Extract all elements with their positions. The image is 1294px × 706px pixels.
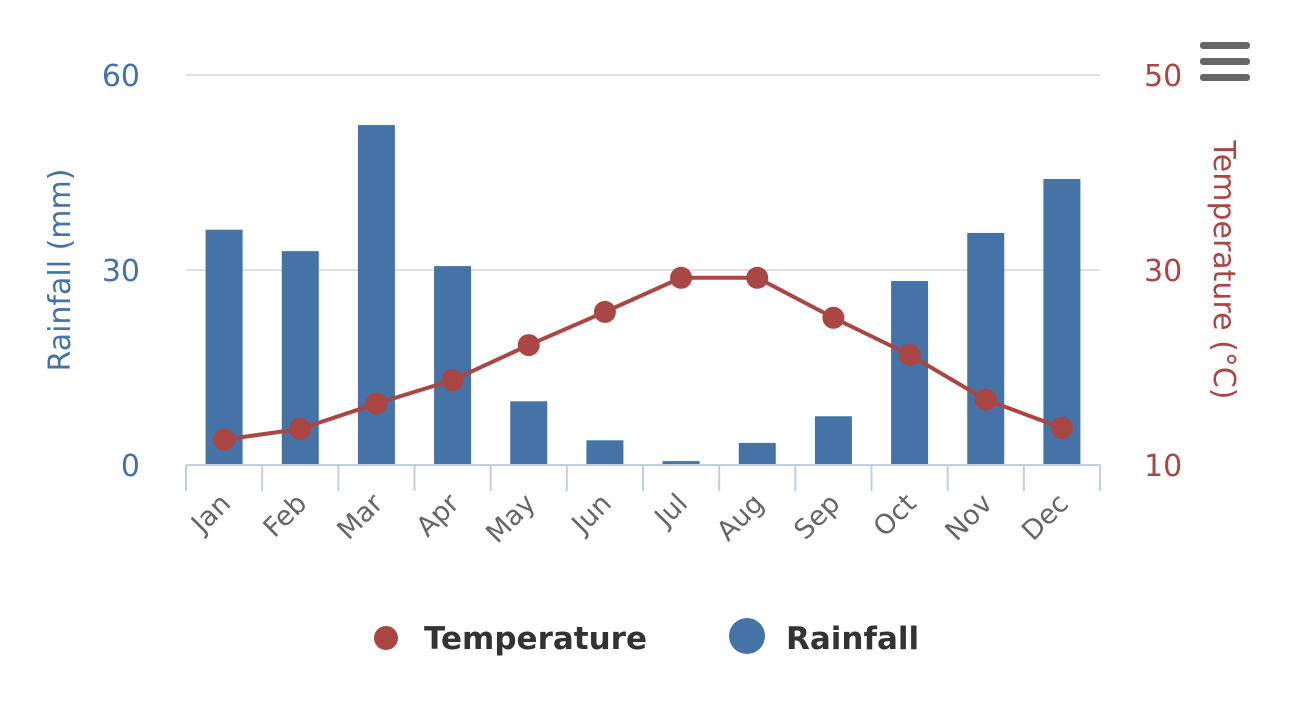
x-tick-label: Nov xyxy=(940,488,999,547)
legend-item-temperature[interactable]: Temperature xyxy=(374,621,647,657)
hamburger-menu-icon[interactable] xyxy=(1200,42,1250,81)
grid-lines xyxy=(186,74,1100,271)
x-tick-label: Apr xyxy=(411,487,467,543)
temperature-point xyxy=(822,306,845,329)
temperature-point xyxy=(365,392,388,415)
x-tick-label: Jul xyxy=(648,488,694,534)
legend-item-rainfall[interactable]: Rainfall xyxy=(729,618,919,657)
temperature-point xyxy=(289,417,312,440)
temperature-point xyxy=(593,300,616,323)
y-axis-right: 10 30 50 xyxy=(1144,59,1182,484)
rainfall-bar xyxy=(967,232,1005,465)
x-tick-label: Sep xyxy=(788,488,846,546)
y-left-tick-label: 30 xyxy=(102,254,140,289)
legend-marker-temperature xyxy=(374,626,398,650)
y-axis-right-title: Temperature (°C) xyxy=(1206,140,1241,400)
temperature-point xyxy=(213,428,236,451)
rainfall-bar xyxy=(434,266,472,465)
temperature-point xyxy=(1050,416,1073,439)
x-tick-label: May xyxy=(480,488,541,549)
x-tick-label: Mar xyxy=(331,487,390,546)
rainfall-bar xyxy=(891,281,929,465)
temperature-point xyxy=(898,343,921,366)
y-left-tick-label: 60 xyxy=(102,59,140,94)
x-axis: Jan Feb Mar Apr May Jun Jul Aug Sep Oct Nov Dec xyxy=(184,464,1101,549)
temperature-point xyxy=(517,334,540,357)
temperature-line xyxy=(213,266,1073,451)
y-axis-left: 0 30 60 xyxy=(102,59,140,484)
y-left-tick-label: 0 xyxy=(121,449,140,484)
rainfall-bar xyxy=(205,229,243,465)
legend-label-rainfall: Rainfall xyxy=(786,621,919,657)
temperature-point xyxy=(441,369,464,392)
temperature-point xyxy=(670,266,693,289)
temperature-point xyxy=(746,266,769,289)
y-right-tick-label: 30 xyxy=(1144,254,1182,289)
temperature-line-path xyxy=(223,275,1063,442)
temperature-point xyxy=(974,388,997,411)
x-tick-label: Jun xyxy=(565,488,618,541)
x-tick-label: Feb xyxy=(257,488,313,544)
y-axis-left-title: Rainfall (mm) xyxy=(43,169,78,372)
rainfall-bar xyxy=(738,442,776,465)
x-tick-label: Dec xyxy=(1016,488,1075,547)
rainfall-bar xyxy=(586,440,624,465)
rainfall-bar xyxy=(662,461,700,465)
legend-label-temperature: Temperature xyxy=(424,621,647,657)
x-tick-label: Aug xyxy=(711,488,770,547)
rainfall-bars xyxy=(205,125,1081,466)
x-tick-label: Jan xyxy=(184,488,237,541)
rainfall-bar xyxy=(814,416,852,465)
y-right-tick-label: 10 xyxy=(1144,449,1182,484)
y-right-tick-label: 50 xyxy=(1144,59,1182,94)
x-tick-label: Oct xyxy=(868,488,923,543)
legend: Temperature Rainfall xyxy=(374,618,919,657)
rainfall-bar xyxy=(510,401,548,465)
legend-marker-rainfall xyxy=(729,618,765,654)
